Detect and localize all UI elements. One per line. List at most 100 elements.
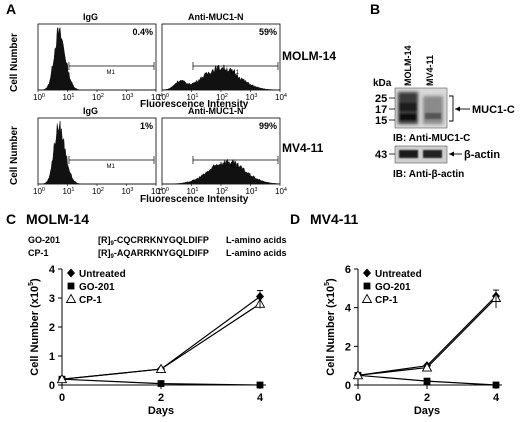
legend-label-go-201: GO-201 [79,282,115,293]
histogram-title: Anti-MUC1-N [188,12,244,22]
legend-marker-untreated [363,268,371,278]
legend-marker-cp-1 [65,293,77,303]
point-cp-1-day0 [56,373,68,384]
peptide-note-cp1: L-amino acids [226,248,287,258]
point-go-201-day2 [157,380,165,387]
x-tick-label: 2 [424,392,430,404]
x-tick-label: 101 [63,187,75,196]
legend-marker-go-201 [67,282,75,290]
western-blot-panel: MOLM-14 MV4-11 kDa 25 17 15 MUC1-C IB: A… [373,46,515,181]
legend-label-go-201: GO-201 [375,282,411,293]
x-tick-label: 101 [63,93,75,102]
kda-label: kDa [373,78,392,89]
x-tick-label: 104 [275,93,287,102]
y-tick-label: 0 [49,380,55,392]
flow-ylabel-row2: Cell Number [9,126,20,185]
histogram-molm14-muc1: M1 Anti-MUC1-N 59% 100 101 102 103 104 [157,12,287,102]
panel-label-c: C [6,211,16,227]
legend-label-untreated: Untreated [79,269,126,280]
legend-label-cp-1: CP-1 [375,295,398,306]
blot-lane-molm14: MOLM-14 [403,46,413,87]
marker-43: 43 [375,149,387,161]
cell-line-label-molm14: MOLM-14 [282,49,336,63]
histogram-trace [38,26,156,91]
x-tick-label: 104 [151,187,163,196]
x-tick-label: 101 [187,93,199,102]
x-tick-label: 100 [157,187,169,196]
y-tick-label: 1 [49,351,55,363]
x-tick-label: 102 [216,93,228,102]
y-tick-label: 6 [345,264,351,276]
x-axis-label: Days [414,405,440,417]
legend-marker-untreated [67,268,75,278]
histogram-title: IgG [83,106,98,116]
chart-c: 0 1 2 3 4 0 2 4 Days Cell Number (x105) Untreated G… [28,264,266,417]
histogram-trace [161,64,281,91]
point-cp-1-day2 [155,363,167,373]
muc1c-bracket [449,95,454,122]
x-tick-label: 100 [33,187,45,196]
x-tick-label: 103 [122,187,134,196]
x-tick-label: 4 [257,392,264,404]
cell-line-label-mv411: MV4-11 [282,141,324,155]
x-tick-label: 102 [92,93,104,102]
x-tick-label: 0 [59,392,65,404]
x-tick-label: 0 [355,392,361,404]
histogram-molm14-igg: M1 IgG 0.4% 100 101 102 103 104 [33,12,163,102]
legend-label-untreated: Untreated [375,269,422,280]
x-tick-label: 102 [92,187,104,196]
legend-marker-go-201 [363,282,371,290]
x-tick-label: 2 [158,392,164,404]
panel-label-a: A [6,1,16,17]
peptide-note-go201: L-amino acids [226,235,287,245]
peptide-name-cp1: CP-1 [28,248,49,258]
histogram-percent: 59% [259,27,277,37]
gate-label: M1 [230,164,239,170]
chart-c-title: MOLM-14 [26,211,89,227]
panel-label-b: B [370,1,380,17]
chart-d-title: MV4-11 [310,211,358,227]
marker-15: 15 [375,115,387,127]
panel-label-d: D [290,211,300,227]
histogram-percent: 1% [140,121,153,131]
histogram-percent: 99% [259,121,277,131]
ib-anti-actin: IB: Anti-β-actin [393,169,464,180]
point-cp-1-day2 [421,362,433,372]
histogram-title: IgG [83,12,98,22]
x-tick-label: 103 [122,93,134,102]
y-axis-label: Cell Number (x105) [28,278,41,376]
y-tick-label: 4 [345,303,352,315]
peptide-seq-go201: [R]9-CQCRRKNYGQLDIFP [98,235,209,247]
blot-lane-mv411: MV4-11 [425,55,435,86]
y-tick-label: 0 [345,380,351,392]
muc1c-label: MUC1-C [472,104,515,116]
y-axis-label: Cell Number (x105) [324,278,337,376]
histogram-title: Anti-MUC1-N [188,106,244,116]
histogram-mv411-igg: M1 IgG 1% 100 101 102 103 104 [33,106,163,196]
actin-label: β-actin [464,149,500,161]
legend-label-cp-1: CP-1 [79,295,102,306]
ib-anti-muc1c: IB: Anti-MUC1-C [393,133,470,144]
x-axis-label: Days [148,405,174,417]
histogram-mv411-muc1: M1 Anti-MUC1-N 99% 100 101 102 103 104 [157,106,287,196]
point-cp-1-day0 [352,369,364,380]
y-tick-label: 2 [345,341,351,353]
histogram-percent: 0.4% [132,27,153,37]
flow-panel: Cell Number M1 IgG 0.4% 100 101 102 103 104 M1 A… [9,12,336,205]
point-go-201-day2 [423,377,431,385]
peptide-table: GO-201 [R]9-CQCRRKNYGQLDIFP L-amino acid… [28,235,287,260]
muc1c-bands [398,92,443,124]
x-tick-label: 4 [493,392,500,404]
x-tick-label: 100 [33,93,45,102]
x-tick-label: 103 [246,93,258,102]
chart-d: 0 2 4 6 0 2 4 Days Cell Number (x105) Untreated GO… [324,264,502,417]
gate-label: M1 [230,70,239,76]
x-tick-label: 104 [151,93,163,102]
legend-marker-cp-1 [361,293,373,303]
x-tick-label: 101 [187,187,199,196]
y-tick-label: 4 [49,264,56,276]
x-tick-label: 102 [216,187,228,196]
flow-xlabel-row2: Fluorescence Intensity [140,194,249,205]
peptide-seq-cp1: [R]9-AQARRKNYGQLDIFP [98,248,209,260]
